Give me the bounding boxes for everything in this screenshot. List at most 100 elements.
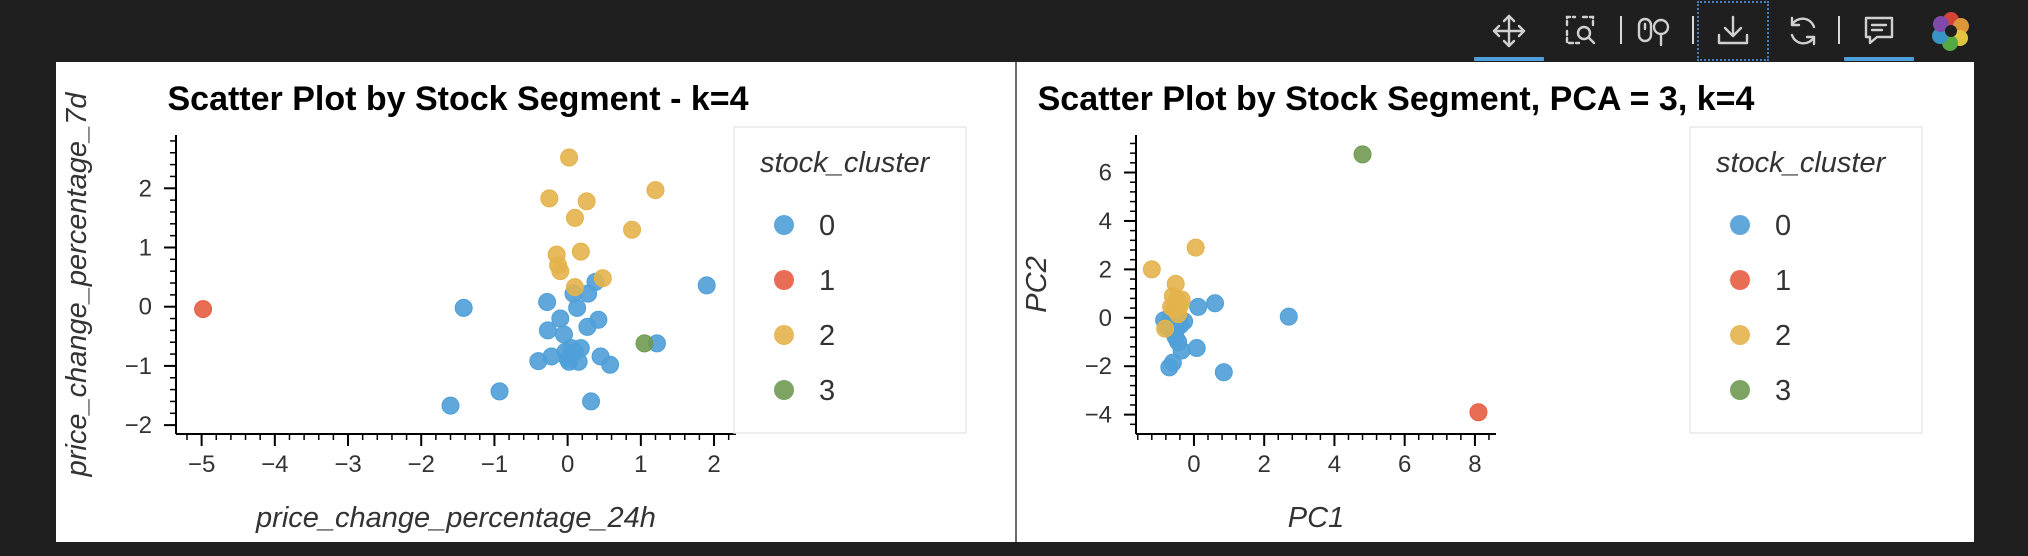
data-point-cluster-0: [490, 382, 509, 401]
x-tick-label: 8: [1468, 451, 1481, 478]
data-point-cluster-0: [571, 339, 590, 358]
data-point-cluster-2: [646, 181, 665, 200]
data-point-cluster-0: [697, 276, 716, 295]
x-tick-label: 2: [707, 451, 720, 478]
toolbar-separator: [1838, 16, 1840, 44]
x-tick-label: −1: [481, 451, 508, 478]
box-zoom-tool[interactable]: [1544, 0, 1618, 62]
toolbar-separator: [1620, 16, 1622, 44]
data-point-cluster-2: [571, 242, 590, 261]
y-tick-label: −1: [125, 353, 152, 380]
data-point-cluster-0: [551, 309, 570, 328]
legend-label-2: 2: [1775, 320, 1791, 352]
data-point-cluster-2: [623, 220, 642, 239]
y-tick-label: −2: [1085, 353, 1112, 380]
hover-comment-icon: [1864, 16, 1894, 45]
save-tool[interactable]: [1696, 0, 1770, 62]
data-point-cluster-0: [1172, 341, 1191, 360]
x-tick-label: 2: [1258, 451, 1271, 478]
legend-box: [1689, 126, 1923, 434]
download-icon: [1717, 15, 1749, 45]
y-tick-label: 0: [139, 294, 152, 321]
legend-marker-2: [1730, 325, 1750, 345]
pan-tool[interactable]: [1472, 0, 1546, 62]
plots-container: Scatter Plot by Stock Segment - k=4 −5 −4 −…: [56, 62, 1974, 542]
hover-tool[interactable]: [1842, 0, 1916, 62]
x-tick-label: −5: [188, 451, 215, 478]
toolbar-separator: [1692, 16, 1694, 44]
legend-title: stock_cluster: [1716, 147, 1887, 179]
data-point-cluster-2: [560, 148, 579, 167]
y-tick-label: −2: [125, 412, 152, 439]
x-tick-label: 1: [634, 451, 647, 478]
x-tick-label: 0: [1187, 451, 1200, 478]
data-point-cluster-3: [635, 334, 654, 353]
data-point-cluster-2: [551, 262, 570, 281]
data-point-cluster-0: [568, 298, 587, 317]
reset-tool[interactable]: [1766, 0, 1840, 62]
data-point-cluster-2: [565, 208, 584, 227]
data-point-cluster-2: [1156, 319, 1175, 338]
x-tick-label: −3: [334, 451, 361, 478]
legend-box: [733, 126, 967, 434]
legend-label-1: 1: [819, 265, 835, 297]
data-point-cluster-2: [540, 189, 559, 208]
legend-label-0: 0: [819, 210, 835, 242]
y-tick-label: 0: [1099, 305, 1112, 332]
x-tick-label: 6: [1398, 451, 1411, 478]
data-point-cluster-0: [601, 355, 620, 374]
refresh-icon: [1790, 16, 1816, 46]
data-point-cluster-2: [565, 278, 584, 297]
legend-marker-0: [1730, 215, 1750, 235]
data-point-cluster-0: [589, 310, 608, 329]
data-point-cluster-0: [1279, 307, 1298, 326]
x-tick-label: 0: [561, 451, 574, 478]
scatter-plot-0: Scatter Plot by Stock Segment - k=4 −5 −4 −…: [61, 80, 967, 534]
bokeh-logo-icon: [1932, 12, 1969, 51]
y-tick-label: 2: [139, 175, 152, 202]
legend-label-3: 3: [819, 375, 835, 407]
wheel-zoom-tool[interactable]: [1618, 0, 1692, 62]
scatter-plot-1: Scatter Plot by Stock Segment, PCA = 3, …: [1021, 80, 1923, 534]
x-axis-label: PC1: [1288, 502, 1344, 534]
data-point-cluster-0: [1163, 353, 1182, 372]
data-point-cluster-0: [538, 292, 557, 311]
x-tick-label: −2: [408, 451, 435, 478]
data-point-cluster-2: [1142, 260, 1161, 279]
legend-title: stock_cluster: [760, 147, 931, 179]
data-point-cluster-3: [1353, 145, 1372, 164]
legend-label-0: 0: [1775, 210, 1791, 242]
wheel-zoom-icon: [1637, 17, 1670, 47]
legend-marker-0: [774, 215, 794, 235]
legend-marker-1: [774, 270, 794, 290]
data-point-cluster-2: [1172, 290, 1191, 309]
data-point-cluster-0: [1214, 363, 1233, 382]
data-point-cluster-2: [593, 269, 612, 288]
y-tick-label: −4: [1085, 402, 1112, 429]
y-axis-label: price_change_percentage_7d: [61, 92, 93, 478]
chart-title: Scatter Plot by Stock Segment - k=4: [167, 80, 748, 118]
legend-marker-1: [1730, 270, 1750, 290]
chart-title: Scatter Plot by Stock Segment, PCA = 3, …: [1038, 80, 1755, 118]
data-point-cluster-0: [582, 392, 601, 411]
plot-toolbar: [0, 0, 2028, 62]
legend-label-2: 2: [819, 320, 835, 352]
bokeh-logo[interactable]: [1914, 0, 1988, 62]
move-arrows-icon: [1492, 14, 1526, 48]
y-tick-label: 4: [1099, 208, 1112, 235]
x-tick-label: −4: [261, 451, 288, 478]
data-point-cluster-0: [454, 298, 473, 317]
legend-marker-3: [774, 380, 794, 400]
y-axis-label: PC2: [1021, 256, 1053, 312]
y-tick-label: 1: [139, 234, 152, 261]
legend-label-3: 3: [1775, 375, 1791, 407]
data-point-cluster-0: [1187, 339, 1206, 358]
data-point-cluster-1: [194, 300, 213, 319]
y-tick-label: 6: [1099, 160, 1112, 187]
data-point-cluster-1: [1469, 403, 1488, 422]
x-axis-label: price_change_percentage_24h: [255, 502, 656, 534]
data-point-cluster-2: [1166, 274, 1185, 293]
y-tick-label: 2: [1099, 256, 1112, 283]
box-zoom-icon: [1565, 15, 1596, 45]
data-point-cluster-2: [577, 192, 596, 211]
